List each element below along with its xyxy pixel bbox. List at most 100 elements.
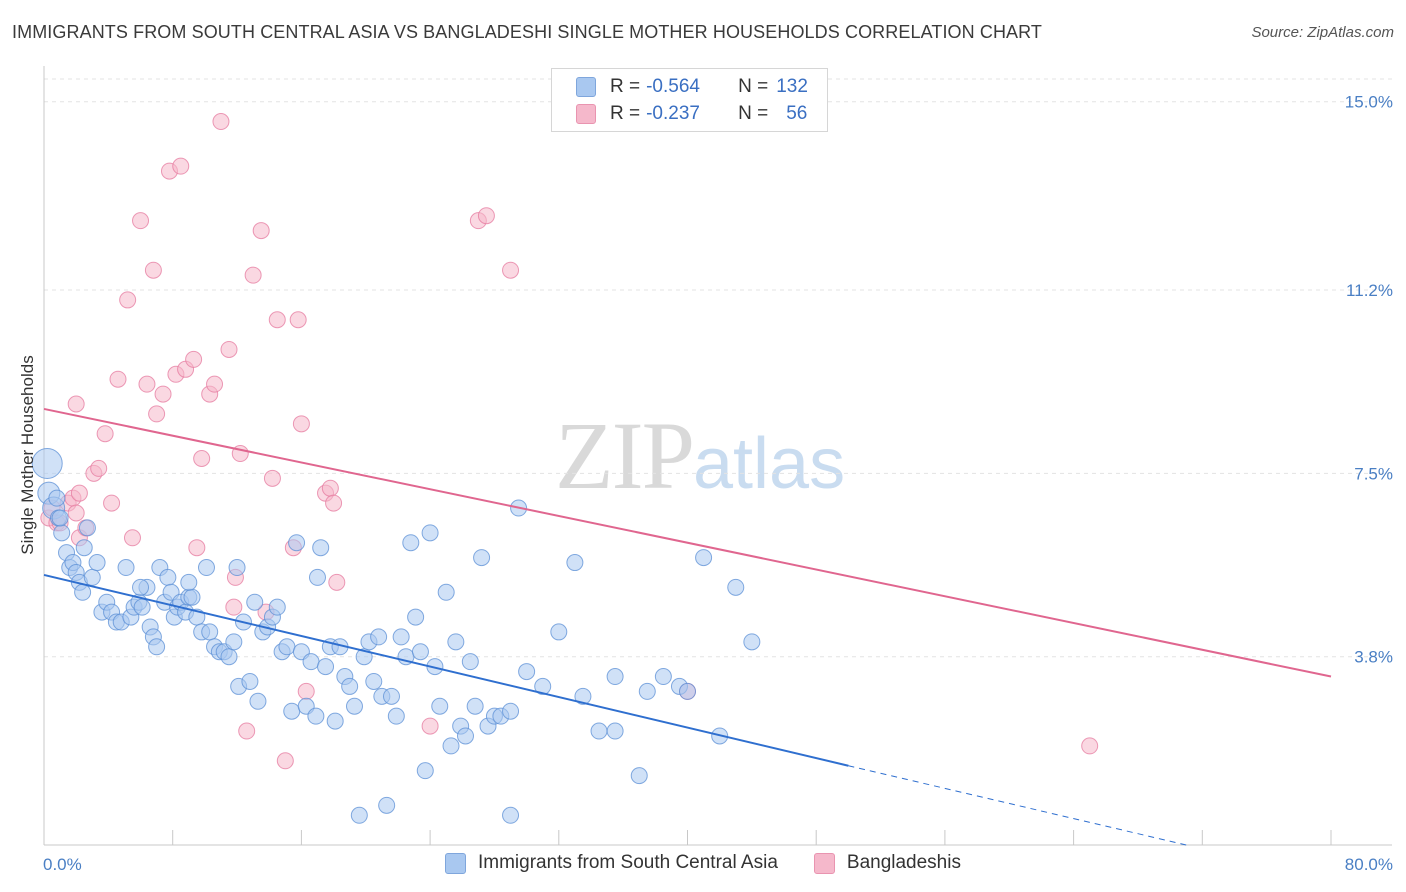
south-central-asia-point xyxy=(466,697,484,715)
south-central-asia-point xyxy=(566,554,584,572)
south-central-asia-point xyxy=(382,687,400,705)
bangladeshi-point xyxy=(292,415,310,433)
legend-item-south-central-asia[interactable]: Immigrants from South Central Asia xyxy=(445,852,778,874)
x-tick-label: 0.0% xyxy=(43,855,82,874)
bangladeshi-point xyxy=(263,469,281,487)
bangladeshi-point xyxy=(96,425,114,443)
south-central-asia-point xyxy=(431,697,449,715)
south-central-asia-point xyxy=(78,519,96,537)
legend-row-bangladeshi: R = -0.237 N = 56 xyxy=(576,102,807,126)
south-central-asia-point xyxy=(365,672,383,690)
south-central-asia-point xyxy=(461,653,479,671)
legend-n-value: 132 xyxy=(776,76,808,97)
bangladeshi-point xyxy=(502,261,520,279)
south-central-asia-point xyxy=(502,702,520,720)
south-central-asia-point xyxy=(75,539,93,557)
bangladeshi-point xyxy=(1081,737,1099,755)
legend-swatch-blue xyxy=(576,77,596,97)
legend-label: Bangladeshis xyxy=(846,852,961,873)
south-central-asia-point xyxy=(117,559,135,577)
south-central-asia-point xyxy=(416,762,434,780)
south-central-asia-point xyxy=(326,712,344,730)
south-central-asia-point xyxy=(411,643,429,661)
south-central-asia-point xyxy=(159,568,177,586)
south-central-asia-point xyxy=(307,707,325,725)
bangladeshi-point xyxy=(238,722,256,740)
south-central-asia-point xyxy=(402,534,420,552)
south-central-asia-point xyxy=(502,806,520,824)
south-central-asia-point xyxy=(278,638,296,656)
y-tick-label: 11.2% xyxy=(1346,281,1393,300)
legend-r-label: R = xyxy=(610,76,641,97)
y-axis-label: Single Mother Households xyxy=(18,355,37,555)
south-central-asia-point xyxy=(228,559,246,577)
south-central-asia-point xyxy=(201,623,219,641)
bangladeshi-point xyxy=(138,375,156,393)
y-tick-label: 15.0% xyxy=(1345,93,1393,112)
south-central-asia-point xyxy=(473,549,491,567)
legend-n-label: N = xyxy=(738,103,769,124)
south-central-asia-point xyxy=(550,623,568,641)
bangladeshi-point xyxy=(148,405,166,423)
south-central-asia-point xyxy=(183,588,201,606)
south-central-asia-point xyxy=(630,767,648,785)
watermark-atlas: atlas xyxy=(693,424,846,504)
south-central-asia-point xyxy=(437,583,455,601)
south-central-asia-point xyxy=(308,568,326,586)
bangladeshi-point xyxy=(67,395,85,413)
bangladeshi-point xyxy=(70,484,88,502)
bangladeshi-point xyxy=(325,494,343,512)
south-central-asia-point xyxy=(132,578,150,596)
bangladeshi-point xyxy=(276,752,294,770)
legend-label: Immigrants from South Central Asia xyxy=(478,852,778,873)
legend-row-south-central-asia: R = -0.564 N = 132 xyxy=(576,75,808,99)
bangladeshi-point xyxy=(154,385,172,403)
bangladeshi-point xyxy=(185,350,203,368)
chart-source: Source: ZipAtlas.com xyxy=(1251,24,1394,41)
watermark: ZIPatlas xyxy=(555,400,845,511)
bangladeshi-point xyxy=(132,212,150,230)
bangladeshi-point xyxy=(206,375,224,393)
south-central-asia-point xyxy=(378,796,396,814)
chart-title: IMMIGRANTS FROM SOUTH CENTRAL ASIA VS BA… xyxy=(12,22,1043,42)
south-central-asia-point xyxy=(246,593,264,611)
bangladeshi-point xyxy=(244,266,262,284)
legend-r-label: R = xyxy=(610,103,641,124)
south-central-asia-point xyxy=(225,633,243,651)
bangladeshi-point xyxy=(421,717,439,735)
bangladeshi-point xyxy=(252,222,270,240)
series-legend: Immigrants from South Central Asia Bangl… xyxy=(0,852,1406,874)
south-central-asia-point xyxy=(606,668,624,686)
bangladeshi-point xyxy=(268,311,286,329)
bangladeshi-point xyxy=(477,207,495,225)
bangladeshi-point xyxy=(119,291,137,309)
bangladeshi-point xyxy=(289,311,307,329)
south-central-asia-point xyxy=(370,628,388,646)
bangladeshi-point xyxy=(67,504,85,522)
south-central-asia-point xyxy=(51,509,69,527)
legend-swatch-pink xyxy=(813,852,835,874)
south-central-asia-point xyxy=(31,447,63,479)
south-central-asia-point xyxy=(654,668,672,686)
south-central-asia-point xyxy=(74,583,92,601)
legend-item-bangladeshis[interactable]: Bangladeshis xyxy=(813,852,961,874)
x-tick-label: 80.0% xyxy=(1345,855,1393,874)
south-central-asia-point xyxy=(302,653,320,671)
south-central-asia-point xyxy=(241,672,259,690)
bangladeshi-point xyxy=(90,459,108,477)
watermark-zip: ZIP xyxy=(555,402,695,509)
south-central-asia-point xyxy=(574,687,592,705)
south-central-asia-point xyxy=(679,682,696,700)
legend-r-value: -0.237 xyxy=(646,103,700,124)
south-central-asia-point xyxy=(53,524,71,542)
south-central-asia-point xyxy=(387,707,405,725)
legend-swatch-pink xyxy=(576,104,596,124)
gridlines xyxy=(44,78,1392,658)
bangladeshi-point xyxy=(144,261,162,279)
south-central-asia-point xyxy=(727,578,745,596)
south-central-asia-point xyxy=(345,697,363,715)
south-central-asia-point xyxy=(447,633,465,651)
y-tick-label: 3.8% xyxy=(1354,648,1393,667)
south-central-asia-point xyxy=(288,534,306,552)
